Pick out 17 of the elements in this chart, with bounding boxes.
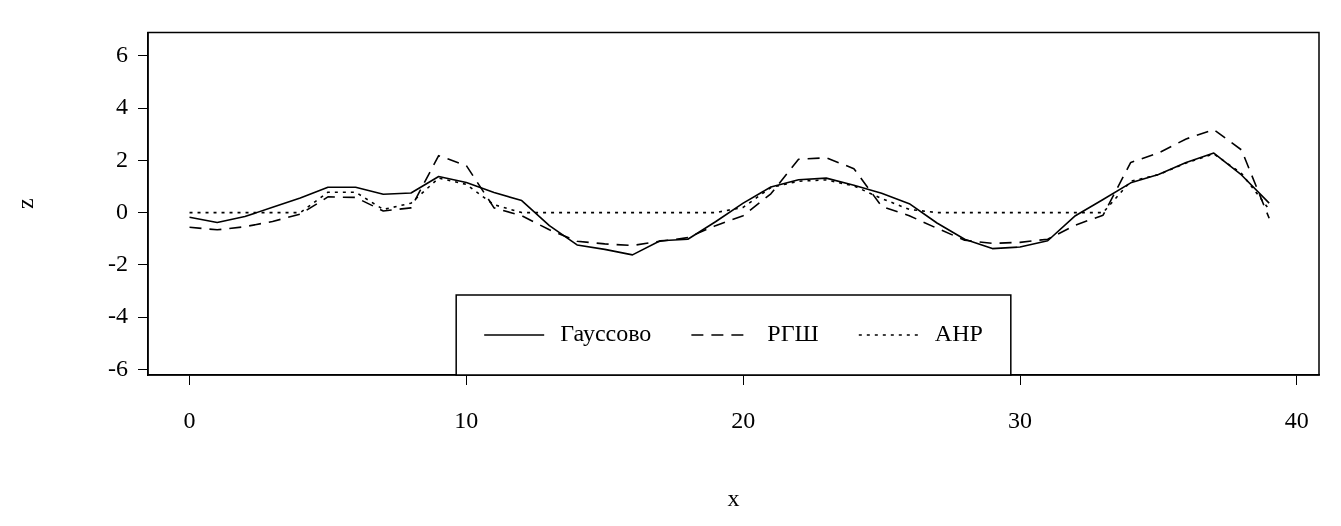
x-tick-label: 30 [1008,406,1033,433]
y-tick-label: 0 [116,197,128,224]
y-tick-label: 6 [116,41,128,68]
legend-label: AHP [934,320,983,347]
y-tick-label: 4 [116,93,128,120]
x-tick-label: 40 [1284,406,1309,433]
y-tick-label: -6 [108,354,128,381]
y-axis-title: z [11,198,38,210]
x-axis-title: x [727,484,740,511]
y-tick-label: -4 [108,302,128,329]
y-tick-label: -2 [108,250,128,277]
y-tick-label: 2 [116,145,128,172]
legend-label: РГШ [767,320,819,347]
x-tick-label: 10 [454,406,479,433]
legend-label: Гауссово [560,320,652,347]
x-tick-label: 20 [731,406,756,433]
x-tick-label: 0 [183,406,196,433]
